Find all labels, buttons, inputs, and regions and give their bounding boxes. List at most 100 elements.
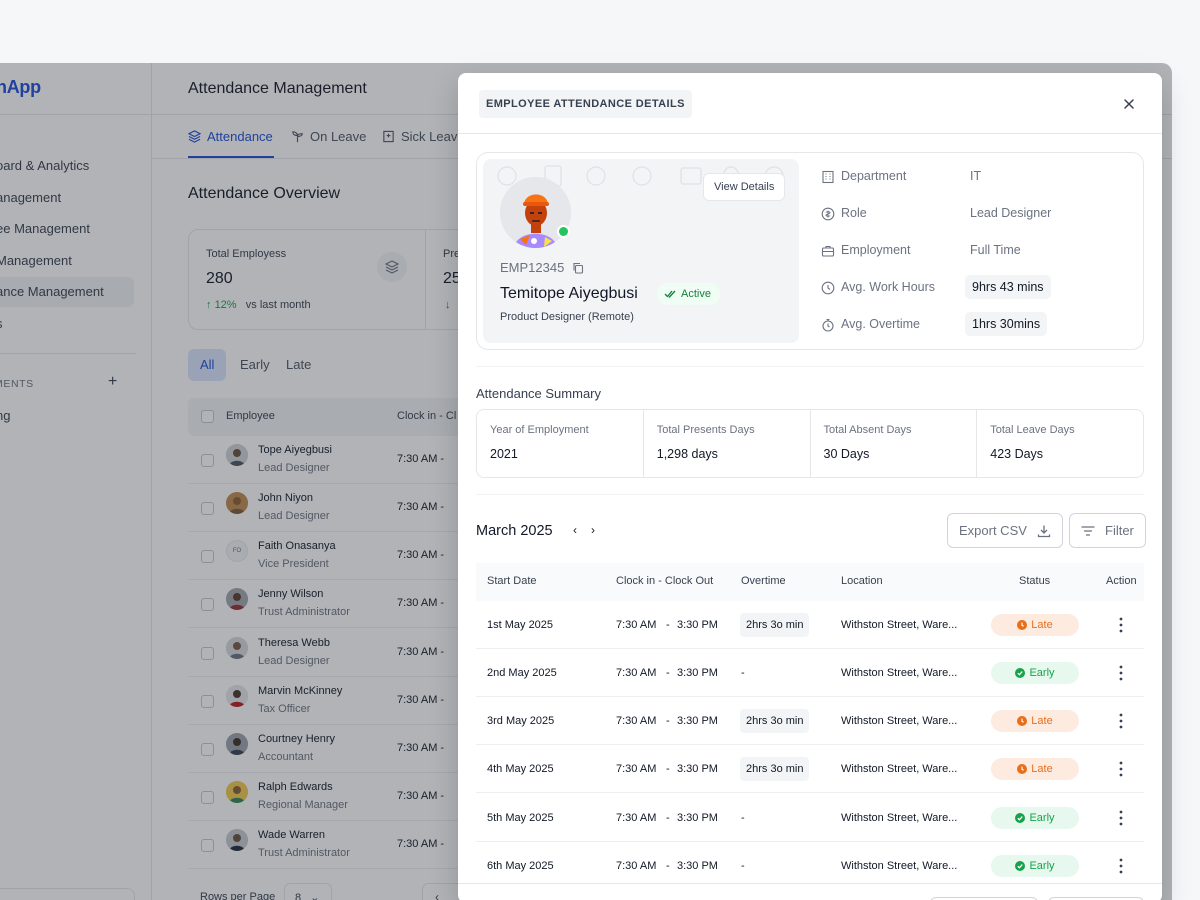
clock-out: 3:30 PM [677,763,718,775]
more-vertical-icon[interactable] [1113,616,1129,634]
employee-role: Lead Designer [258,462,330,474]
avatar [226,492,248,514]
sidebar-item-settings[interactable]: s [0,309,134,339]
employee-role: Lead Designer [258,510,330,522]
tab-attendance[interactable]: Attendance [188,129,273,144]
sidebar-item-attendance-management[interactable]: ance Management [0,277,134,307]
table-row[interactable]: John Niyon Lead Designer 7:30 AM - [188,484,528,532]
more-vertical-icon[interactable] [1113,760,1129,778]
online-status-indicator [557,225,570,238]
tab-on-leave[interactable]: On Leave [291,129,366,144]
table-row[interactable]: 1st May 2025 7:30 AM - 3:30 PM 2hrs 3o m… [476,601,1144,649]
view-details-button[interactable]: View Details [703,173,786,201]
row-checkbox[interactable] [201,598,214,611]
table-row[interactable]: Jenny Wilson Trust Administrator 7:30 AM… [188,580,528,628]
clock-out: 3:30 PM [677,667,718,679]
info-value: IT [970,169,982,183]
avatar [226,685,248,707]
sidebar-item-leave-management[interactable]: Management [0,253,72,268]
info-value: 9hrs 43 mins [965,275,1051,299]
clock-in: 7:30 AM [616,812,657,824]
row-checkbox[interactable] [201,647,214,660]
table-row[interactable]: FO Faith Onasanya Vice President 7:30 AM… [188,532,528,580]
info-department: Department IT [821,167,1131,187]
add-section-icon[interactable]: + [108,373,118,390]
avatar [226,829,248,851]
table-row[interactable]: 3rd May 2025 7:30 AM - 3:30 PM 2hrs 3o m… [476,697,1144,745]
filter-late[interactable]: Late [286,357,312,372]
sidebar-bottom-button[interactable] [0,888,135,900]
more-vertical-icon[interactable] [1113,809,1129,827]
filter-early[interactable]: Early [240,357,270,372]
table-row[interactable]: Courtney Henry Accountant 7:30 AM - [188,725,528,773]
late-clock-icon [1017,764,1028,774]
more-vertical-icon[interactable] [1113,712,1129,730]
clock-in: 7:30 AM - [397,790,445,802]
employee-name: John Niyon [258,492,314,504]
clock-in: 7:30 AM - [397,694,445,706]
trend-suffix: vs last month [245,299,311,311]
close-icon[interactable] [1120,95,1138,113]
avatar [226,637,248,659]
rows-per-page-select[interactable]: 8 ⌄ [284,883,332,900]
trend-value: 12% [214,299,237,311]
table-row[interactable]: 4th May 2025 7:30 AM - 3:30 PM 2hrs 3o m… [476,745,1144,793]
stat-divider [425,230,426,329]
sidebar: nApp oard & Analytics anagement ee Manag… [0,63,152,900]
clock-out: 3:30 PM [677,619,718,631]
start-date: 3rd May 2025 [487,715,555,727]
row-checkbox[interactable] [201,743,214,756]
row-checkbox[interactable] [201,791,214,804]
row-checkbox[interactable] [201,550,214,563]
table-row[interactable]: Theresa Webb Lead Designer 7:30 AM - [188,629,528,677]
table-row[interactable]: Tope Aiyegbusi Lead Designer 7:30 AM - [188,436,528,484]
column-header: Location [841,575,883,587]
trend-up-icon: ↑ [206,299,212,311]
table-row[interactable]: 5th May 2025 7:30 AM - 3:30 PM - Withsto… [476,794,1144,842]
summary-value: 1,298 days [656,447,718,461]
row-checkbox[interactable] [201,695,214,708]
table-row[interactable]: Ralph Edwards Regional Manager 7:30 AM - [188,773,528,821]
active-tab-indicator [188,156,274,158]
sidebar-item-management[interactable]: anagement [0,190,62,205]
summary-cell: Year of Employment 2021 [477,410,644,477]
sidebar-item-dashboard[interactable]: oard & Analytics [0,158,90,173]
employee-id: EMP12345 [500,260,584,275]
filter-button[interactable]: Filter [1069,513,1146,548]
row-checkbox[interactable] [201,502,214,515]
sidebar-item-section[interactable]: ng [0,408,11,423]
page-title: Attendance Management [188,80,367,97]
filter-all[interactable]: All [188,349,227,381]
copy-icon[interactable] [572,262,584,274]
chevron-left-icon: ‹ [435,890,439,900]
chevron-left-icon[interactable]: ‹ [573,523,577,537]
column-header: Employee [226,410,275,422]
more-vertical-icon[interactable] [1113,664,1129,682]
sidebar-item-employee-management[interactable]: ee Management [0,221,90,236]
start-date: 2nd May 2025 [487,667,557,679]
overview-title: Attendance Overview [188,185,341,202]
employee-role: Tax Officer [258,703,311,715]
download-icon [1037,525,1051,537]
status-badge: Early [991,855,1079,877]
select-all-checkbox[interactable] [201,410,214,423]
table-row[interactable]: Marvin McKinney Tax Officer 7:30 AM - [188,677,528,725]
export-csv-button[interactable]: Export CSV [947,513,1063,548]
start-date: 4th May 2025 [487,763,554,775]
employee-name: Ralph Edwards [258,781,333,793]
chevron-right-icon[interactable]: › [591,523,595,537]
row-checkbox[interactable] [201,839,214,852]
tab-sick-leave[interactable]: Sick Leave [382,129,465,144]
more-vertical-icon[interactable] [1113,857,1129,875]
overtime: 2hrs 3o min [740,757,810,781]
summary-cell: Total Leave Days 423 Days [977,410,1143,477]
rows-per-page-label: Rows per Page [200,891,276,900]
table-row[interactable]: Wade Warren Trust Administrator 7:30 AM … [188,821,528,869]
sidebar-section-label: MENTS [0,378,34,390]
prev-page-button[interactable]: ‹ [422,883,462,900]
clock-in: 7:30 AM - [397,646,445,658]
table-row[interactable]: 2nd May 2025 7:30 AM - 3:30 PM - Withsto… [476,649,1144,697]
clock-in: 7:30 AM - [397,501,445,513]
row-checkbox[interactable] [201,454,214,467]
table-row[interactable]: 6th May 2025 7:30 AM - 3:30 PM - Withsto… [476,842,1144,890]
